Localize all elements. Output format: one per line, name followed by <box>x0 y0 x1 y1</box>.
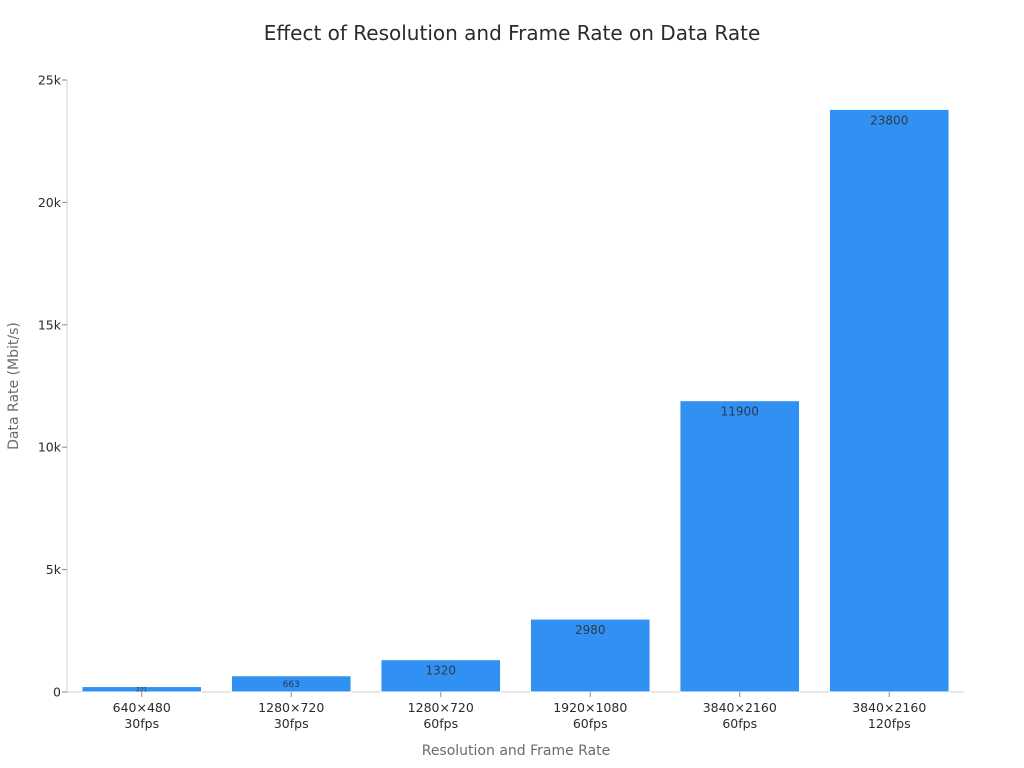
bar-value-label: 2980 <box>575 623 606 637</box>
bar-value-label: 221 <box>136 686 148 693</box>
y-tick-label: 20k <box>38 195 62 210</box>
x-axis-title: Resolution and Frame Rate <box>422 743 611 759</box>
bar <box>679 400 801 693</box>
y-axis-title: Data Rate (Mbit/s) <box>6 322 22 450</box>
x-tick-label: 3840×2160 <box>852 700 926 715</box>
x-tick-label: 60fps <box>722 716 757 731</box>
x-tick-label: 60fps <box>573 716 608 731</box>
x-tick-label: 3840×2160 <box>703 700 777 715</box>
bar-value-label: 11900 <box>721 405 759 419</box>
x-tick-label: 120fps <box>868 716 911 731</box>
y-axis-ticks: 0 5k 10k 15k 20k 25k <box>38 73 67 700</box>
y-tick-label: 10k <box>38 440 62 455</box>
x-axis-ticks: 640×48030fps1280×72030fps1280×72060fps19… <box>113 692 926 731</box>
x-tick-label: 1280×720 <box>258 700 324 715</box>
data-labels: 221 663 1320 2980 11900 23800 <box>136 113 908 693</box>
y-tick-label: 5k <box>46 562 62 577</box>
chart-title: Effect of Resolution and Frame Rate on D… <box>264 21 761 45</box>
x-tick-label: 640×480 <box>113 700 171 715</box>
y-tick-label: 0 <box>53 685 61 700</box>
bar <box>529 618 651 693</box>
bar <box>828 108 950 693</box>
bar-value-label: 1320 <box>425 664 456 678</box>
bar-value-label: 23800 <box>870 113 908 127</box>
x-tick-label: 60fps <box>423 716 458 731</box>
x-tick-label: 30fps <box>274 716 309 731</box>
bars <box>81 108 950 693</box>
bar <box>380 659 502 693</box>
y-tick-label: 15k <box>38 317 62 332</box>
x-tick-label: 30fps <box>124 716 159 731</box>
x-tick-label: 1280×720 <box>408 700 474 715</box>
bar-value-label: 663 <box>283 680 300 690</box>
y-tick-label: 25k <box>38 73 62 88</box>
x-tick-label: 1920×1080 <box>553 700 627 715</box>
